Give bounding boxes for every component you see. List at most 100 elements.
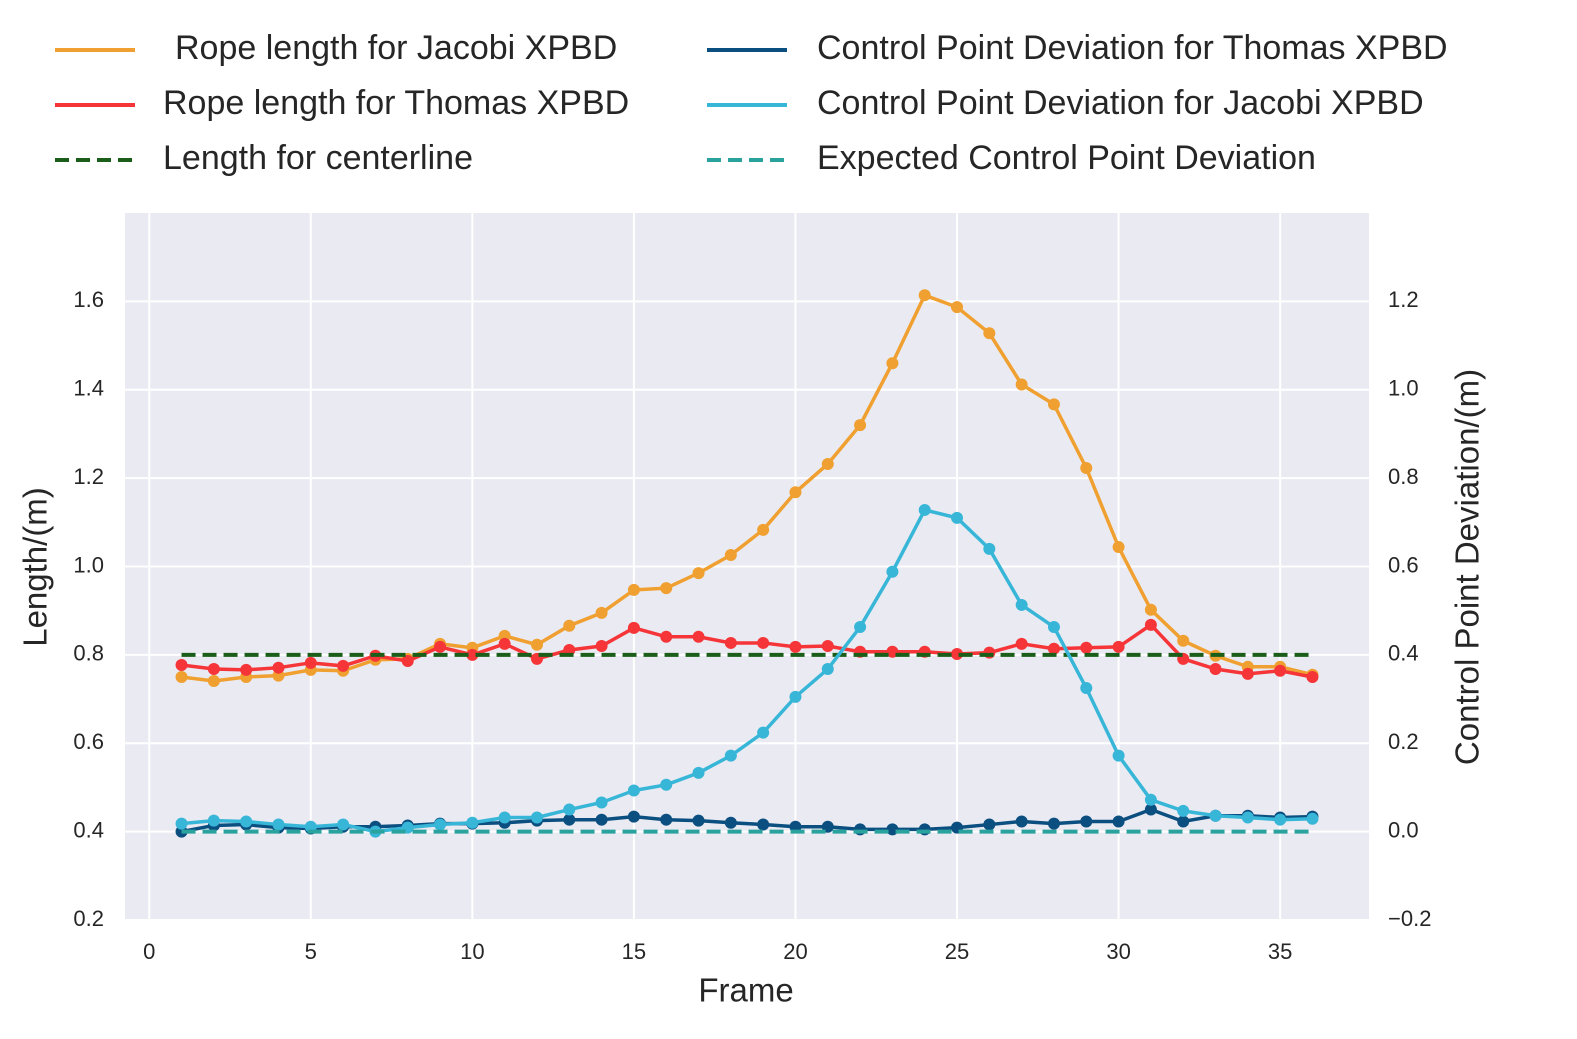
y2-tick-label: 0.0 <box>1388 817 1419 842</box>
x-tick-label: 15 <box>622 939 646 964</box>
data-point <box>1080 641 1093 654</box>
data-point <box>1306 670 1319 683</box>
data-point <box>951 647 964 660</box>
data-point <box>1015 815 1028 828</box>
data-point <box>1015 378 1028 391</box>
data-point <box>627 583 640 596</box>
data-point <box>821 663 834 676</box>
x-tick-label: 30 <box>1106 939 1130 964</box>
data-point <box>1274 813 1287 826</box>
data-point <box>692 814 705 827</box>
data-point <box>1080 815 1093 828</box>
data-point <box>789 640 802 653</box>
data-point <box>854 621 867 634</box>
data-point <box>272 661 285 674</box>
y-tick-label: 1.6 <box>73 287 104 312</box>
data-point <box>595 606 608 619</box>
data-point <box>175 659 188 672</box>
data-point <box>1112 815 1125 828</box>
data-point <box>821 457 834 470</box>
legend-label: Rope length for Jacobi XPBD <box>175 29 617 67</box>
data-point <box>660 630 673 643</box>
data-point <box>660 778 673 791</box>
data-point <box>1241 811 1254 824</box>
y2-tick-label: 0.4 <box>1388 641 1419 666</box>
y2-axis-label: Control Point Deviation/(m) <box>1449 369 1486 765</box>
legend-label: Rope length for Thomas XPBD <box>163 84 629 122</box>
data-point <box>337 659 350 672</box>
x-tick-label: 10 <box>460 939 484 964</box>
data-point <box>1047 398 1060 411</box>
y-axis-label: Length/(m) <box>17 487 54 647</box>
y-tick-label: 0.2 <box>73 906 104 931</box>
data-point <box>1306 812 1319 825</box>
y-tick-label: 0.4 <box>73 817 104 842</box>
data-point <box>530 638 543 651</box>
data-point <box>434 818 447 831</box>
x-tick-label: 0 <box>143 939 155 964</box>
y2-tick-label: 0.6 <box>1388 552 1419 577</box>
data-point <box>1112 749 1125 762</box>
x-tick-label: 35 <box>1268 939 1292 964</box>
y-tick-label: 1.4 <box>73 376 104 401</box>
y2-tick-label: 1.0 <box>1388 376 1419 401</box>
data-point <box>983 542 996 555</box>
data-point <box>595 813 608 826</box>
data-point <box>951 301 964 314</box>
data-point <box>724 816 737 829</box>
data-point <box>498 637 511 650</box>
data-point <box>789 690 802 703</box>
data-point <box>1144 793 1157 806</box>
y-tick-label: 0.6 <box>73 729 104 754</box>
y2-tick-label: 0.2 <box>1388 729 1419 754</box>
y2-tick-label: 0.8 <box>1388 464 1419 489</box>
data-point <box>886 823 899 836</box>
x-axis-label: Frame <box>698 972 793 1009</box>
data-point <box>1047 642 1060 655</box>
data-point <box>854 419 867 432</box>
data-point <box>1144 603 1157 616</box>
data-point <box>724 749 737 762</box>
y2-tick-label: −0.2 <box>1388 906 1431 931</box>
data-point <box>1209 809 1222 822</box>
y-tick-label: 0.8 <box>73 641 104 666</box>
data-point <box>1177 804 1190 817</box>
data-point <box>757 726 770 739</box>
legend-label: Control Point Deviation for Thomas XPBD <box>817 29 1448 67</box>
y-tick-label: 1.2 <box>73 464 104 489</box>
data-point <box>1241 667 1254 680</box>
data-point <box>466 816 479 829</box>
data-point <box>886 565 899 578</box>
legend-label: Length for centerline <box>163 139 473 177</box>
data-point <box>563 619 576 632</box>
data-point <box>401 655 414 668</box>
data-point <box>1112 541 1125 554</box>
data-point <box>337 818 350 831</box>
data-point <box>434 640 447 653</box>
data-point <box>207 814 220 827</box>
data-point <box>692 630 705 643</box>
data-point <box>1047 817 1060 830</box>
data-point <box>983 327 996 340</box>
data-point <box>821 640 834 653</box>
legend-label: Expected Control Point Deviation <box>817 139 1316 177</box>
data-point <box>1047 621 1060 634</box>
data-point <box>627 784 640 797</box>
data-point <box>1015 637 1028 650</box>
data-point <box>918 289 931 302</box>
data-point <box>207 674 220 687</box>
data-point <box>1177 815 1190 828</box>
data-point <box>1144 618 1157 631</box>
data-point <box>692 567 705 580</box>
data-point <box>1112 640 1125 653</box>
data-point <box>757 636 770 649</box>
data-point <box>1015 598 1028 611</box>
y-tick-label: 1.0 <box>73 552 104 577</box>
data-point <box>175 817 188 830</box>
data-point <box>240 815 253 828</box>
data-point <box>1209 663 1222 676</box>
data-point <box>757 818 770 831</box>
data-point <box>627 621 640 634</box>
x-tick-label: 5 <box>305 939 317 964</box>
